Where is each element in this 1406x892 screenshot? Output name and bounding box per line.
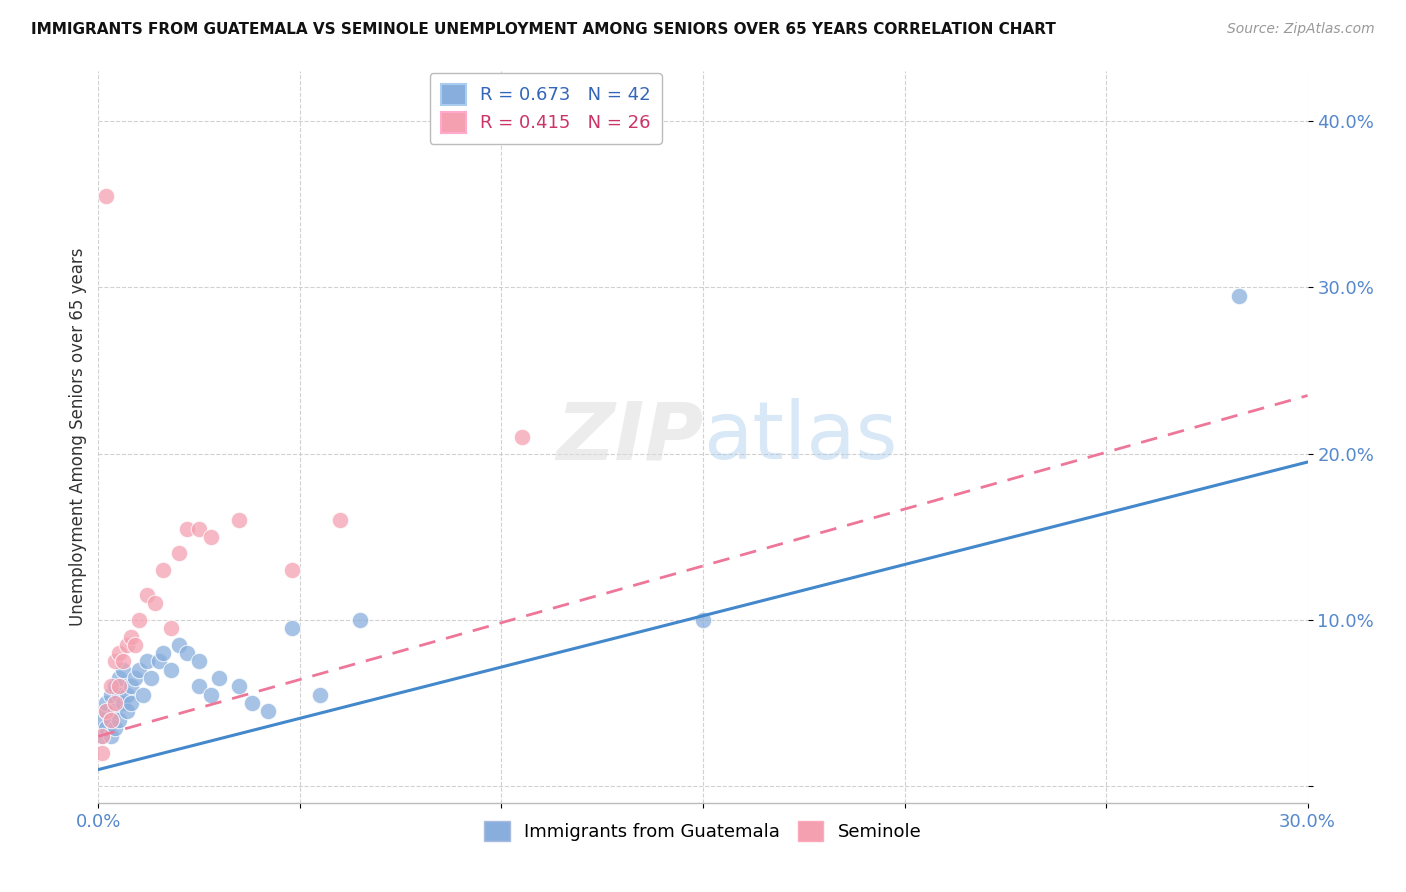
Text: atlas: atlas [703, 398, 897, 476]
Point [103, 696, 125, 710]
Point [115, 705, 138, 719]
Point [152, 563, 174, 577]
Point [111, 663, 134, 677]
Point [103, 705, 125, 719]
Point [281, 621, 304, 635]
Point [176, 646, 198, 660]
Point [107, 671, 129, 685]
Point [91, 713, 114, 727]
Point [152, 646, 174, 660]
Point [111, 696, 134, 710]
Point [100, 680, 122, 694]
Point [100, 713, 122, 727]
Point [176, 521, 198, 535]
Point [107, 646, 129, 660]
Point [228, 680, 250, 694]
Point [120, 630, 142, 644]
Point [96, 696, 118, 710]
Point [200, 530, 222, 544]
Y-axis label: Unemployment Among Seniors over 65 years: Unemployment Among Seniors over 65 years [69, 248, 87, 626]
Legend: Immigrants from Guatemala, Seminole: Immigrants from Guatemala, Seminole [477, 814, 929, 848]
Point [143, 596, 166, 610]
Point [124, 671, 146, 685]
Point [103, 655, 125, 669]
Point [349, 613, 371, 627]
Point [103, 680, 125, 694]
Point [91, 746, 114, 760]
Point [124, 638, 146, 652]
Point [107, 680, 129, 694]
Point [115, 688, 138, 702]
Point [96, 189, 118, 203]
Text: ZIP: ZIP [555, 398, 703, 476]
Point [188, 680, 211, 694]
Text: IMMIGRANTS FROM GUATEMALA VS SEMINOLE UNEMPLOYMENT AMONG SENIORS OVER 65 YEARS C: IMMIGRANTS FROM GUATEMALA VS SEMINOLE UN… [31, 22, 1056, 37]
Point [91, 729, 114, 743]
Point [148, 655, 170, 669]
Point [111, 655, 134, 669]
Point [160, 663, 183, 677]
Point [228, 513, 250, 527]
Point [1227, 289, 1250, 303]
Point [96, 705, 118, 719]
Point [120, 680, 142, 694]
Point [100, 713, 122, 727]
Point [167, 638, 190, 652]
Point [100, 688, 122, 702]
Point [128, 663, 150, 677]
Point [107, 688, 129, 702]
Point [167, 546, 190, 560]
Point [91, 729, 114, 743]
Point [128, 613, 150, 627]
Point [135, 588, 157, 602]
Point [115, 638, 138, 652]
Point [692, 613, 714, 627]
Point [208, 671, 231, 685]
Point [107, 713, 129, 727]
Point [200, 688, 222, 702]
Point [103, 721, 125, 735]
Point [281, 563, 304, 577]
Point [188, 521, 211, 535]
Point [188, 655, 211, 669]
Point [132, 688, 155, 702]
Point [256, 705, 278, 719]
Point [160, 621, 183, 635]
Text: Source: ZipAtlas.com: Source: ZipAtlas.com [1227, 22, 1375, 37]
Point [139, 671, 162, 685]
Point [309, 688, 332, 702]
Point [135, 655, 157, 669]
Point [96, 721, 118, 735]
Point [240, 696, 263, 710]
Point [329, 513, 352, 527]
Point [120, 696, 142, 710]
Point [96, 705, 118, 719]
Point [100, 729, 122, 743]
Point [510, 430, 533, 444]
